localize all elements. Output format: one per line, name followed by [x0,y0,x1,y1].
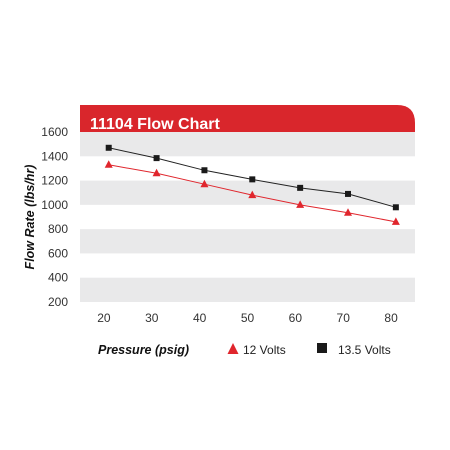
point-13-5-volts-40 [201,167,208,174]
point-12-volts-80 [391,217,400,225]
point-12-volts-50 [248,190,257,199]
x-tick-80: 80 [384,311,398,325]
chart-title: 11104 Flow Chart [90,116,221,133]
x-tick-labels: 20 30 40 50 60 70 80 [97,311,398,325]
x-axis-title: Pressure (psig) [98,343,189,357]
legend: 12 Volts 13.5 Volts [227,343,391,357]
x-tick-20: 20 [97,311,111,325]
legend-label-12-volts: 12 Volts [243,343,286,357]
x-tick-30: 30 [145,311,159,325]
y-tick-1400: 1400 [41,149,68,163]
point-13-5-volts-60 [297,184,304,191]
point-12-volts-60 [296,200,305,208]
point-13-5-volts-50 [249,176,256,183]
legend-marker-13-5-volts [317,343,327,353]
y-tick-600: 600 [48,246,68,260]
point-13-5-volts-70 [345,190,351,197]
title-bar [80,105,415,132]
y-tick-1600: 1600 [41,125,68,139]
y-tick-800: 800 [48,222,68,236]
series-layer [104,144,400,225]
point-12-volts-20 [104,160,113,168]
point-13-5-volts-80 [392,204,399,211]
grid-band-600-800 [80,229,415,254]
point-13-5-volts-20 [105,144,112,151]
x-tick-40: 40 [193,311,207,325]
grid-band-1000-1200 [80,180,415,205]
y-tick-1200: 1200 [41,174,68,188]
y-tick-400: 400 [48,271,68,285]
y-tick-1000: 1000 [41,198,68,212]
y-tick-labels: 200 400 600 800 1000 1200 1400 1600 [41,125,68,309]
y-tick-200: 200 [48,295,68,309]
point-12-volts-70 [344,208,352,216]
point-13-5-volts-30 [153,155,160,162]
point-12-volts-40 [200,179,209,188]
grid-band-200-400 [80,277,415,302]
legend-marker-12-volts [227,343,239,354]
x-tick-50: 50 [241,311,255,325]
grid-band-1400-1600 [80,132,415,157]
x-tick-60: 60 [289,311,303,325]
x-tick-70: 70 [337,311,351,325]
grid-bands [80,132,415,302]
point-12-volts-30 [152,168,161,177]
y-axis-title: Flow Rate (lbs/hr) [23,165,37,270]
legend-label-13-5-volts: 13.5 Volts [338,343,391,357]
